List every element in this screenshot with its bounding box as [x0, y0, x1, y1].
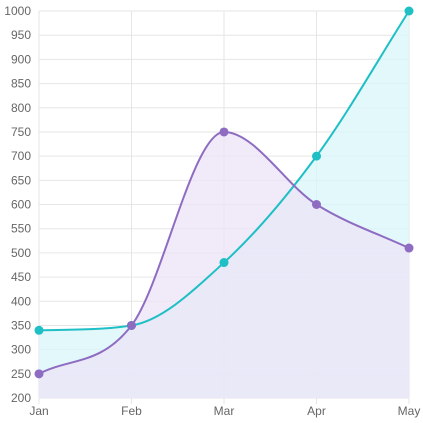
x-tick-label: Mar [214, 404, 235, 418]
x-tick-label: Feb [121, 404, 142, 418]
y-tick-label: 750 [11, 125, 31, 139]
x-axis-ticks: Jan Feb Mar Apr May [29, 404, 420, 418]
x-tick-label: May [398, 404, 421, 418]
series-1-point-apr[interactable] [312, 151, 321, 161]
y-tick-label: 700 [11, 149, 31, 163]
y-tick-label: 900 [11, 52, 31, 66]
y-tick-label: 500 [11, 246, 31, 260]
series-2-point-feb[interactable] [127, 320, 136, 330]
series-2-point-may[interactable] [404, 243, 414, 253]
y-tick-label: 200 [11, 391, 31, 405]
y-tick-label: 350 [11, 318, 31, 332]
y-tick-label: 650 [11, 173, 31, 187]
series-2-point-mar[interactable] [219, 127, 229, 137]
y-tick-label: 950 [11, 28, 31, 42]
y-tick-label: 450 [11, 270, 31, 284]
y-tick-label: 800 [11, 101, 31, 115]
series-1-point-mar[interactable] [219, 258, 229, 268]
series-1-line [38, 10, 410, 332]
series-1-point-may[interactable] [404, 6, 414, 16]
series-2-point-jan[interactable] [34, 369, 44, 379]
series-points [34, 6, 414, 379]
x-tick-label: Apr [307, 404, 326, 418]
y-tick-label: 1000 [4, 4, 31, 18]
y-axis-ticks: 200 250 300 350 400 450 500 550 600 650 700 750 800 8… [4, 4, 31, 405]
series-2-point-apr[interactable] [312, 200, 321, 209]
y-tick-label: 850 [11, 77, 31, 91]
y-tick-label: 250 [11, 367, 31, 381]
series-lines [38, 10, 410, 375]
x-tick-label: Jan [29, 404, 48, 418]
y-tick-label: 300 [11, 343, 31, 357]
y-tick-label: 550 [11, 222, 31, 236]
series-1-point-jan[interactable] [34, 325, 44, 335]
y-tick-label: 400 [11, 294, 31, 308]
y-tick-label: 600 [11, 198, 31, 212]
series-2-line [38, 130, 410, 375]
